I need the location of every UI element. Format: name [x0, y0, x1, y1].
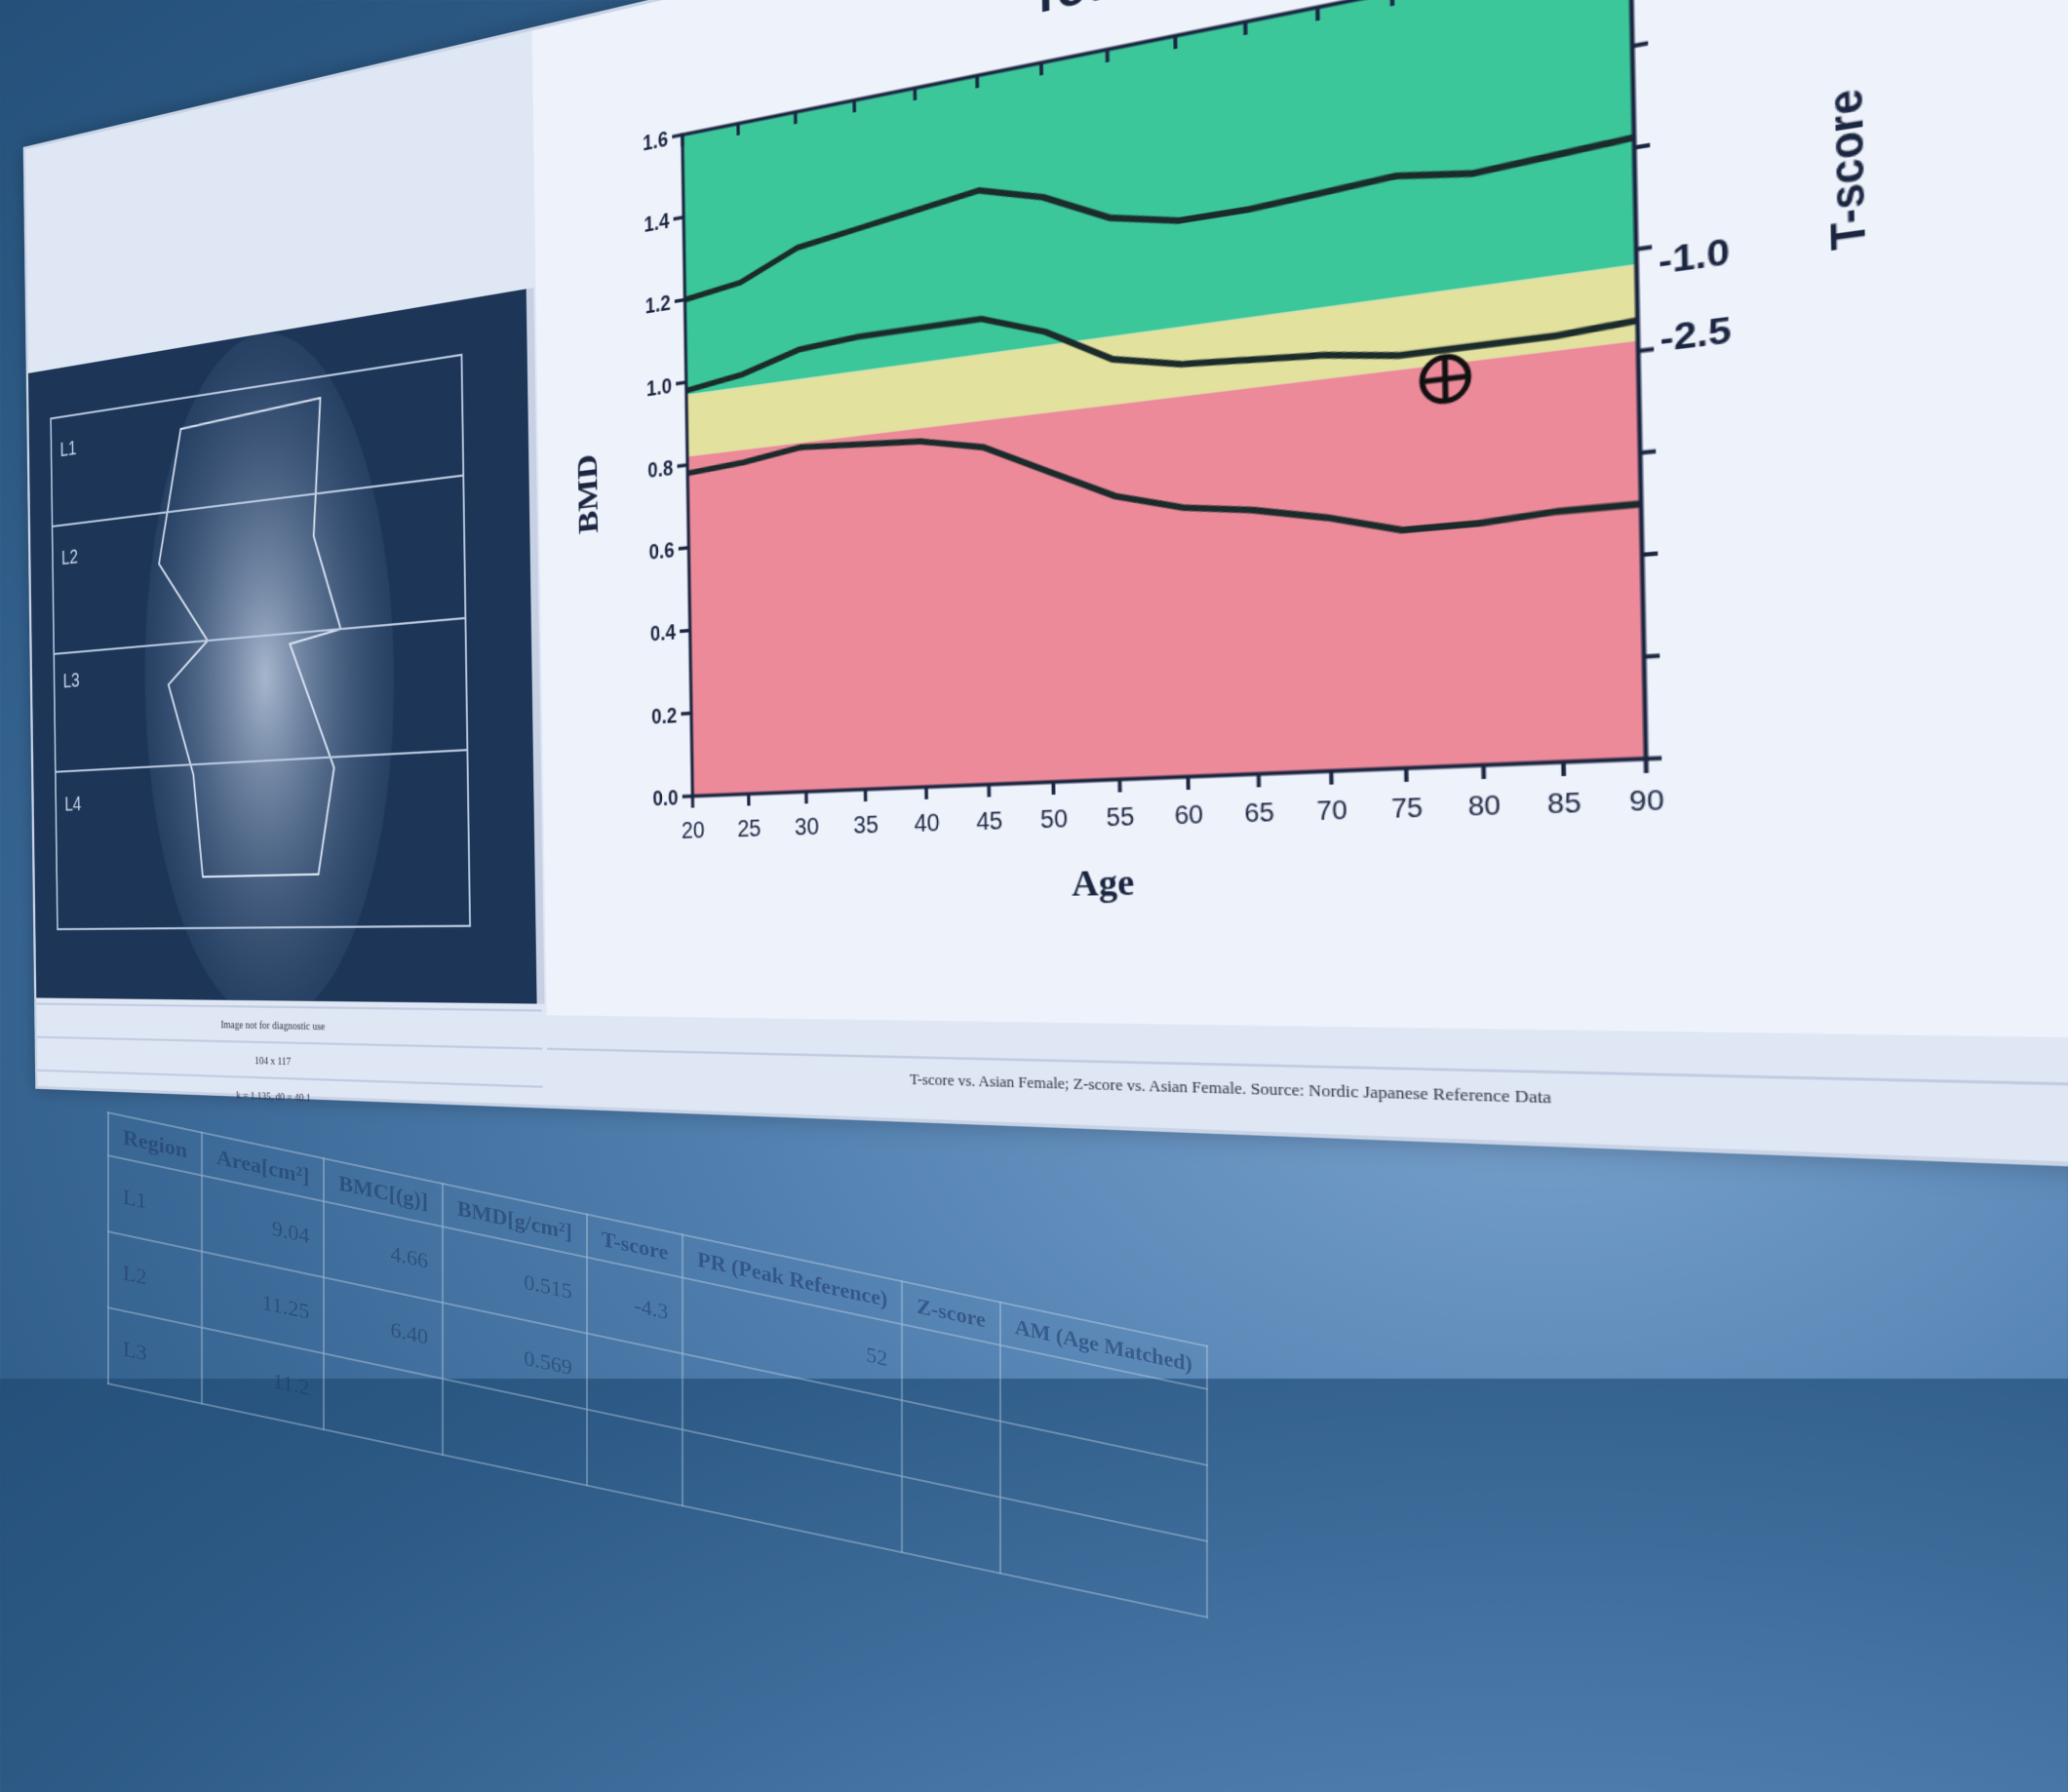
y-tick: [679, 548, 689, 549]
x-tick-label: 60: [1174, 800, 1203, 831]
monitor-scene: L1 L2 L3 L4 Image not for diagnostic use…: [29, 146, 1775, 1121]
x-tick-label: 50: [1040, 805, 1069, 835]
y-tick-label: 0.0: [652, 786, 678, 811]
y-tick-label: 0.2: [651, 703, 677, 728]
y-tick: [676, 382, 686, 383]
y-tick-label: 0.8: [647, 455, 674, 483]
y2-tick: [1636, 247, 1652, 249]
y-tick-label: 0.6: [648, 538, 675, 565]
x-tick-label: 20: [682, 817, 705, 844]
x-tick-label: 55: [1107, 802, 1135, 833]
x-tick-label: 35: [853, 811, 878, 839]
vertebra-label-l3: L3: [63, 669, 80, 692]
densitometry-report-screen: L1 L2 L3 L4 Image not for diagnostic use…: [23, 0, 2068, 1169]
x-axis-label: Age: [1072, 862, 1135, 905]
y-tick-label: 1.6: [643, 127, 669, 156]
y-tick: [674, 217, 684, 219]
y-tick: [675, 299, 685, 301]
x-tick-label: 90: [1629, 785, 1665, 819]
x-tick-label: 85: [1547, 788, 1581, 821]
y2-tick: [1634, 145, 1650, 148]
y-tick: [681, 714, 691, 715]
y2-axis-label: T-score: [1818, 86, 1878, 253]
x-tick-label: 70: [1316, 796, 1347, 827]
t-score-tick-label: -1.0: [1658, 232, 1731, 284]
y2-tick: [1640, 451, 1656, 453]
vertebra-label-l2: L2: [61, 545, 78, 569]
x-tick-label: 25: [737, 815, 761, 842]
y-tick-label: 1.0: [646, 373, 672, 401]
y-tick: [672, 135, 683, 136]
y2-tick: [1638, 349, 1654, 351]
y2-tick: [1642, 554, 1658, 555]
bmd-chart-panel: 20 25 30 35 40 45 50 55 60 65 70 75 80 85 90 0.0 0.2 0.4 0…: [532, 0, 2068, 1038]
x-tick-label: 40: [914, 809, 940, 838]
y-axis-label: BMD: [571, 452, 605, 535]
y2-tick: [1644, 656, 1659, 657]
vertebra-label-l1: L1: [59, 437, 76, 461]
chart-title: Total: [1031, 0, 1147, 26]
y-tick-label: 1.2: [645, 292, 671, 320]
chart-reference-note: T-score vs. Asian Female; Z-score vs. As…: [547, 1048, 2068, 1141]
y-tick: [680, 631, 690, 632]
x-tick-label: 65: [1244, 798, 1274, 829]
x-tick-label: 75: [1391, 793, 1424, 825]
y-tick-label: 1.4: [644, 209, 670, 237]
x-tick-label: 30: [795, 813, 820, 841]
y-tick: [678, 465, 688, 466]
spine-scan-image: L1 L2 L3 L4: [28, 288, 544, 1004]
x-tick-label: 80: [1467, 790, 1501, 822]
bmd-age-chart: 20 25 30 35 40 45 50 55 60 65 70 75 80 85 90 0.0 0.2 0.4 0…: [532, 0, 2068, 1038]
y2-tick: [1632, 43, 1648, 46]
y-tick-label: 0.4: [650, 620, 677, 646]
vertebra-label-l4: L4: [64, 793, 81, 816]
patient-marker: [1422, 354, 1468, 404]
t-score-tick-label: -2.5: [1659, 309, 1732, 360]
x-tick-label: 45: [976, 807, 1003, 837]
y2-tick: [1646, 759, 1661, 760]
